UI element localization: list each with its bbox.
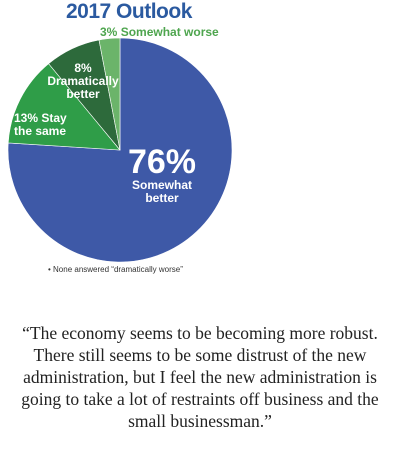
slice-label: 76% Somewhat better [122,145,202,205]
category-label: Dramatically better [47,74,119,101]
footnote: • None answered “dramatically worse” [48,265,183,274]
value-label: 8% [74,61,92,75]
value-label: 3% [100,25,118,39]
value-label: 13% [14,111,39,125]
pie-slice [7,63,121,151]
pie-chart [7,37,233,263]
quote: “The economy seems to be becoming more r… [21,323,379,431]
value-label: 76% [127,143,197,181]
pie-slice [98,37,121,151]
category-label: Stay the same [14,111,67,138]
chart-title: 2017 Outlook [66,0,192,23]
slice-label: 13% Stay the same [14,112,82,138]
slice-label: 3% Somewhat worse [100,26,240,39]
category-label: Somewhat worse [120,25,219,39]
slice-label: 8% Dramatically better [46,62,120,101]
category-label: Somewhat better [131,178,192,205]
